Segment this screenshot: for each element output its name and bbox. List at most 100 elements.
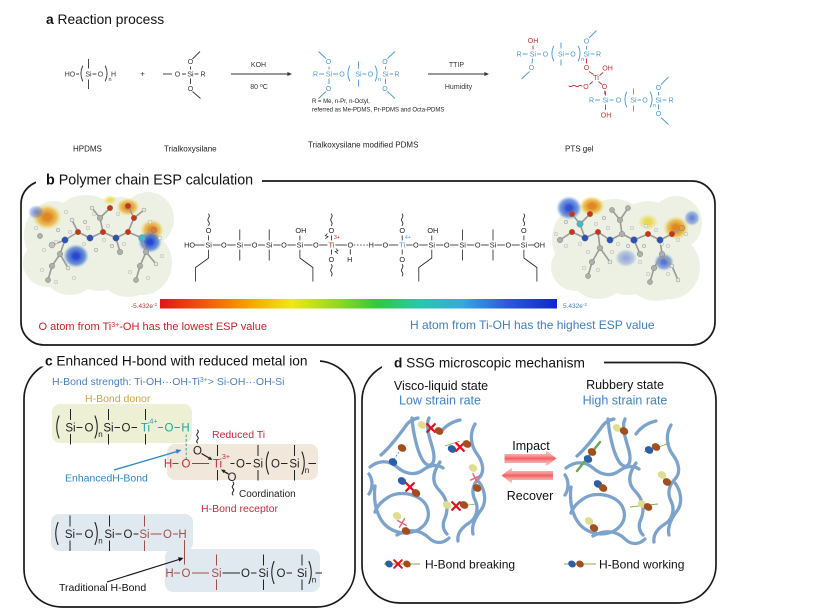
svg-text:O: O: [163, 529, 172, 541]
svg-text:n: n: [312, 576, 316, 585]
svg-text:Impact: Impact: [512, 439, 550, 453]
svg-text:Si: Si: [382, 72, 389, 79]
svg-text:O: O: [656, 111, 662, 118]
svg-text:Si: Si: [211, 568, 221, 580]
svg-text:Si: Si: [297, 568, 307, 580]
svg-text:Visco-liquid state: Visco-liquid state: [394, 379, 488, 393]
svg-text:Traditional H-Bond: Traditional H-Bond: [59, 582, 146, 594]
svg-text:R: R: [200, 72, 205, 79]
svg-text:OH: OH: [601, 113, 612, 120]
svg-text:O: O: [175, 72, 181, 79]
svg-text:OH: OH: [534, 241, 545, 250]
svg-text:80 oC: 80 oC: [250, 83, 268, 91]
svg-text:O: O: [602, 84, 608, 91]
svg-text:OH: OH: [528, 38, 539, 45]
svg-text:R: R: [589, 98, 594, 105]
svg-text:O atom from Ti3+-OH has the lo: O atom from Ti3+-OH has the lowest ESP v…: [39, 321, 268, 333]
svg-text:KOH: KOH: [251, 62, 266, 69]
svg-text:R: R: [516, 52, 521, 59]
svg-text:Si: Si: [65, 529, 75, 541]
svg-text:O: O: [271, 458, 280, 470]
svg-text:O: O: [444, 241, 450, 250]
svg-text:n: n: [108, 77, 111, 83]
svg-text:Ti: Ti: [593, 73, 599, 82]
svg-text:Si: Si: [429, 241, 436, 250]
svg-text:H-Bond donor: H-Bond donor: [85, 393, 151, 405]
svg-text:EnhancedH-Bond: EnhancedH-Bond: [65, 473, 148, 485]
svg-text:O: O: [584, 39, 590, 46]
svg-text:Si: Si: [205, 241, 212, 250]
svg-text:O: O: [85, 529, 94, 541]
svg-text:O: O: [165, 422, 174, 434]
svg-text:O: O: [382, 86, 388, 93]
svg-text:Si: Si: [297, 241, 304, 250]
svg-text:Recover: Recover: [507, 489, 554, 503]
svg-text:n: n: [98, 537, 102, 546]
svg-text:O: O: [584, 65, 590, 72]
svg-text:H-Bond strength: Ti-OH···OH-Ti: H-Bond strength: Ti-OH···OH-Ti3+> Si-OH·…: [52, 376, 285, 388]
svg-text:H-Bond breaking: H-Bond breaking: [425, 558, 515, 572]
svg-text:Si: Si: [258, 568, 268, 580]
svg-text:O: O: [329, 255, 335, 264]
svg-text:O: O: [124, 529, 133, 541]
svg-text:O: O: [228, 472, 237, 484]
svg-text:Si: Si: [266, 241, 273, 250]
svg-text:b Polymer chain ESP calculatio: b Polymer chain ESP calculation: [46, 173, 253, 189]
svg-text:O: O: [326, 59, 332, 66]
svg-text:Si: Si: [602, 98, 609, 105]
svg-text:Si: Si: [253, 458, 263, 470]
svg-text:Si: Si: [655, 98, 662, 105]
svg-text:O: O: [529, 65, 535, 72]
svg-text:O: O: [656, 85, 662, 92]
svg-text:O: O: [505, 241, 511, 250]
svg-text:Si: Si: [139, 529, 149, 541]
svg-text:referred as Me-PDMS, Pr-PDMS: referred as Me-PDMS, Pr-PDMS and Octa-PD…: [312, 108, 444, 114]
svg-text:Si: Si: [326, 72, 333, 79]
svg-text:O: O: [521, 226, 527, 235]
svg-text:H atom from Ti-OH has the high: H atom from Ti-OH has the highest ESP va…: [410, 318, 655, 332]
svg-text:Si: Si: [490, 241, 497, 250]
svg-text:O: O: [313, 241, 319, 250]
svg-text:TTIP: TTIP: [449, 62, 464, 69]
svg-text:n: n: [305, 466, 309, 475]
svg-text:Trialkoxysilane modified PDMS: Trialkoxysilane modified PDMS: [308, 141, 418, 150]
svg-text:H: H: [347, 255, 352, 264]
svg-text:O: O: [193, 445, 202, 457]
svg-text:R: R: [668, 98, 673, 105]
svg-text:OH: OH: [427, 226, 438, 235]
svg-text:O: O: [85, 422, 94, 434]
svg-text:5.432e-2: 5.432e-2: [563, 302, 587, 310]
svg-text:Si: Si: [355, 72, 362, 79]
svg-text:High strain rate: High strain rate: [583, 394, 668, 408]
svg-text:Humidity: Humidity: [445, 84, 473, 91]
svg-text:Coordination: Coordination: [239, 489, 296, 500]
svg-text:O: O: [252, 241, 258, 250]
svg-text:3+: 3+: [334, 235, 340, 241]
svg-text:O: O: [206, 226, 212, 235]
svg-text:R: R: [394, 72, 399, 79]
svg-text:Ti: Ti: [141, 422, 150, 434]
svg-text:O: O: [583, 84, 589, 91]
svg-text:O: O: [188, 59, 194, 66]
svg-text:HO: HO: [65, 72, 76, 79]
svg-text:Si: Si: [558, 52, 565, 59]
svg-text:Si: Si: [289, 458, 299, 470]
svg-text:H: H: [165, 568, 173, 580]
svg-text:Trialkoxysilane: Trialkoxysilane: [164, 145, 217, 154]
svg-text:O: O: [570, 52, 576, 59]
svg-text:R: R: [313, 72, 318, 79]
svg-text:OH: OH: [602, 66, 613, 73]
svg-text:O: O: [281, 241, 287, 250]
svg-text:O: O: [399, 226, 405, 235]
svg-text:c Enhanced H-bond with reduced: c Enhanced H-bond with reduced metal ion: [45, 354, 308, 369]
svg-text:PTS gel: PTS gel: [565, 145, 594, 154]
svg-text:a Reaction process: a Reaction process: [46, 12, 164, 27]
svg-text:Si: Si: [103, 422, 113, 434]
svg-text:H: H: [111, 72, 116, 79]
svg-text:O: O: [188, 86, 194, 93]
svg-text:O: O: [413, 241, 419, 250]
svg-text:Si: Si: [630, 98, 637, 105]
svg-text:H: H: [369, 241, 374, 250]
svg-text:OH: OH: [295, 226, 306, 235]
svg-text:O: O: [616, 98, 622, 105]
